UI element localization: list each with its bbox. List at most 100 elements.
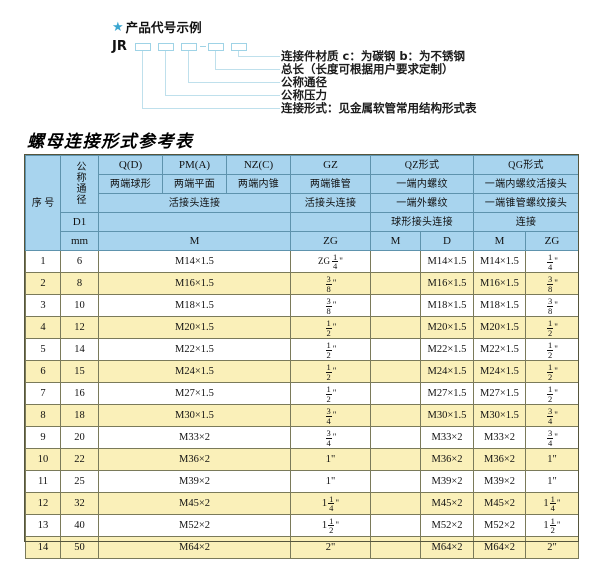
- cell-gz-zg: 1 2 ": [290, 382, 371, 405]
- cell-qg-m: M52×2: [473, 514, 526, 537]
- product-code-prefix: JR: [112, 39, 127, 54]
- cell-seq: 14: [25, 536, 61, 559]
- header-desc-nzc: 两端内锥: [226, 174, 291, 194]
- table-row: 14 50 M64×2 2" M64×2 M64×2 2": [25, 536, 579, 559]
- cell-qg-zg: 3 4 ": [525, 426, 579, 449]
- code-box-4: [208, 43, 224, 51]
- cell-qg-m: M24×1.5: [473, 360, 526, 383]
- cell-qg-m: M45×2: [473, 492, 526, 515]
- header-seq: 序 号: [25, 155, 61, 251]
- cell-qz-m: [370, 316, 421, 339]
- star-icon: ★: [112, 19, 124, 34]
- cell-qg-zg: 1 2 ": [525, 382, 579, 405]
- cell-qg-m: M16×1.5: [473, 272, 526, 295]
- cell-qg-m: M33×2: [473, 426, 526, 449]
- cell-qg-zg: 1 1 4 ": [525, 492, 579, 515]
- table-row: 4 12 M20×1.5 1 2 " M20×1.5 M20×1.5 1 2 ": [25, 316, 579, 339]
- code-box-5: [231, 43, 247, 51]
- table-row: 11 25 M39×2 1" M39×2 M39×2 1": [25, 470, 579, 493]
- cell-qz-m: [370, 382, 421, 405]
- header-row-d1: D1 球形接头连接 连接: [26, 212, 579, 232]
- cell-nominal-diameter: 10: [60, 294, 99, 317]
- table-row: 6 15 M24×1.5 1 2 " M24×1.5 M24×1.5 1 2 ": [25, 360, 579, 383]
- cell-seq: 5: [25, 338, 61, 361]
- cell-gz-zg: 1 1 2 ": [290, 514, 371, 537]
- header-row-units: mm M ZG M D M ZG: [26, 231, 579, 251]
- cell-thread-m: M52×2: [98, 514, 291, 537]
- cell-qz-d: M36×2: [420, 448, 474, 471]
- cell-thread-m: M30×1.5: [98, 404, 291, 427]
- cell-thread-m: M24×1.5: [98, 360, 291, 383]
- cell-thread-m: M64×2: [98, 536, 291, 559]
- leader-horizontal-2: [215, 69, 280, 71]
- cell-gz-zg: 2": [290, 536, 371, 559]
- cell-qg-m: M14×1.5: [473, 250, 526, 273]
- cell-qg-m: M22×1.5: [473, 338, 526, 361]
- header-type-qg: QG形式: [473, 155, 579, 175]
- header-desc-gz: 两端锥管: [290, 174, 371, 194]
- cell-gz-zg: 1 2 ": [290, 316, 371, 339]
- cell-qg-zg: 1 2 ": [525, 316, 579, 339]
- cell-qz-d: M27×1.5: [420, 382, 474, 405]
- cell-qz-m: [370, 338, 421, 361]
- cell-qg-m: M36×2: [473, 448, 526, 471]
- cell-thread-m: M33×2: [98, 426, 291, 449]
- cell-qz-m: [370, 360, 421, 383]
- leader-horizontal-4: [165, 95, 280, 97]
- cell-seq: 12: [25, 492, 61, 515]
- cell-thread-m: M16×1.5: [98, 272, 291, 295]
- cell-seq: 11: [25, 470, 61, 493]
- code-box-3: [181, 43, 197, 51]
- cell-seq: 10: [25, 448, 61, 471]
- code-box-1: [135, 43, 151, 51]
- header-d1-gz: [290, 212, 371, 232]
- cell-qz-d: M39×2: [420, 470, 474, 493]
- cell-thread-m: M22×1.5: [98, 338, 291, 361]
- table-row: 13 40 M52×2 1 1 2 " M52×2 M52×2 1 1 2 ": [25, 514, 579, 537]
- cell-gz-zg: 3 4 ": [290, 426, 371, 449]
- cell-nominal-diameter: 8: [60, 272, 99, 295]
- cell-nominal-diameter: 50: [60, 536, 99, 559]
- product-code-diagram: ★ 产品代号示例 JR 连接件材质 c：为碳钢 b：为不锈钢 总长（长度可根据用…: [0, 0, 600, 128]
- leader-horizontal-5: [142, 108, 280, 110]
- header-unit-gz-zg: ZG: [290, 231, 371, 251]
- cell-nominal-diameter: 22: [60, 448, 99, 471]
- table-row: 3 10 M18×1.5 3 8 " M18×1.5 M18×1.5 3 8 ": [25, 294, 579, 317]
- nut-connection-spec-table: 序 号 公称通径 Q(D) PM(A) NZ(C) GZ QZ形式 QG形式 两…: [25, 155, 579, 559]
- table-header: 序 号 公称通径 Q(D) PM(A) NZ(C) GZ QZ形式 QG形式 两…: [25, 155, 579, 251]
- cell-seq: 2: [25, 272, 61, 295]
- cell-qz-m: [370, 250, 421, 273]
- header-nominal-diameter: 公称通径: [60, 155, 99, 213]
- cell-qz-d: M22×1.5: [420, 338, 474, 361]
- cell-seq: 4: [25, 316, 61, 339]
- header-type-gz: GZ: [290, 155, 371, 175]
- cell-gz-zg: 1 1 4 ": [290, 492, 371, 515]
- table-row: 9 20 M33×2 3 4 " M33×2 M33×2 3 4 ": [25, 426, 579, 449]
- leader-horizontal-3: [188, 82, 280, 84]
- cell-nominal-diameter: 12: [60, 316, 99, 339]
- cell-qz-d: M14×1.5: [420, 250, 474, 273]
- table-row: 10 22 M36×2 1" M36×2 M36×2 1": [25, 448, 579, 471]
- code-label-nominal-pressure: 公称压力: [281, 88, 327, 102]
- cell-gz-zg: 3 8 ": [290, 294, 371, 317]
- header-desc-qg: 一端内螺纹活接头: [473, 174, 579, 194]
- cell-thread-m: M20×1.5: [98, 316, 291, 339]
- cell-gz-zg: 3 8 ": [290, 272, 371, 295]
- header-unit-qg-zg: ZG: [525, 231, 579, 251]
- cell-qg-m: M64×2: [473, 536, 526, 559]
- code-label-nominal-dia: 公称通径: [281, 75, 327, 89]
- header-type-nzc: NZ(C): [226, 155, 291, 175]
- cell-qg-m: M18×1.5: [473, 294, 526, 317]
- header-conn-qpmnz: 活接头连接: [98, 193, 291, 213]
- cell-qg-m: M20×1.5: [473, 316, 526, 339]
- header-desc-pma: 两端平面: [162, 174, 227, 194]
- table-row: 5 14 M22×1.5 1 2 " M22×1.5 M22×1.5 1 2 ": [25, 338, 579, 361]
- cell-seq: 3: [25, 294, 61, 317]
- cell-qz-d: M18×1.5: [420, 294, 474, 317]
- header-conn-qz: 一端外螺纹: [370, 193, 474, 213]
- code-separator-dash: [200, 46, 206, 48]
- header-unit-qz-d: D: [420, 231, 474, 251]
- header-type-qd: Q(D): [98, 155, 163, 175]
- page-title: 螺母连接形式参考表: [27, 132, 194, 152]
- cell-nominal-diameter: 20: [60, 426, 99, 449]
